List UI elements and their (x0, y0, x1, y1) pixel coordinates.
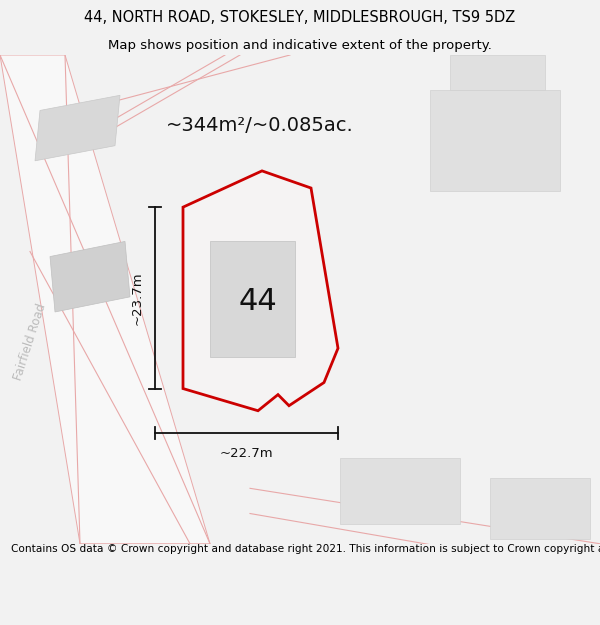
Polygon shape (430, 90, 560, 191)
Text: Fairfield Road: Fairfield Road (11, 302, 49, 382)
Polygon shape (340, 458, 460, 524)
Polygon shape (183, 171, 338, 411)
Text: Contains OS data © Crown copyright and database right 2021. This information is : Contains OS data © Crown copyright and d… (11, 544, 600, 554)
Text: ~23.7m: ~23.7m (131, 271, 143, 324)
Polygon shape (50, 241, 130, 312)
Text: Map shows position and indicative extent of the property.: Map shows position and indicative extent… (108, 39, 492, 51)
Text: 44, NORTH ROAD, STOKESLEY, MIDDLESBROUGH, TS9 5DZ: 44, NORTH ROAD, STOKESLEY, MIDDLESBROUGH… (85, 10, 515, 25)
Polygon shape (35, 95, 120, 161)
Polygon shape (490, 478, 590, 539)
Text: 44: 44 (239, 288, 277, 316)
Polygon shape (210, 241, 295, 358)
Text: ~344m²/~0.085ac.: ~344m²/~0.085ac. (166, 116, 354, 135)
Polygon shape (450, 55, 545, 90)
Text: ~22.7m: ~22.7m (220, 446, 274, 459)
Polygon shape (0, 55, 210, 544)
